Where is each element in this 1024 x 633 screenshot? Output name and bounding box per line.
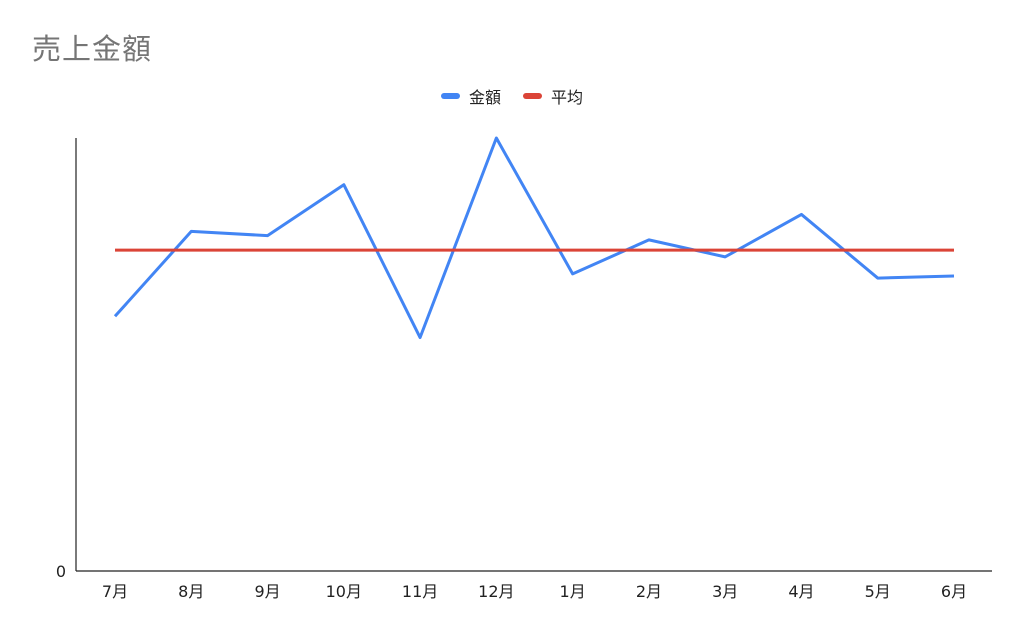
series-line-0[interactable] [113,136,955,340]
legend-item-average[interactable]: 平均 [523,84,583,108]
legend-swatch-average [523,93,542,99]
x-tick-label-6: 1月 [560,582,586,601]
x-tick-label-2: 9月 [254,582,280,601]
legend-label-average: 平均 [551,88,584,107]
x-tick-label-10: 5月 [865,582,891,601]
x-tick-label-4: 11月 [402,582,438,601]
y-tick-label-0: 0 [56,562,66,581]
x-tick-label-8: 3月 [712,582,738,601]
x-tick-labels: 7月 8月 9月 10月 11月 12月 1月 2月 3月 4月 5月 6月 [102,582,967,601]
x-tick-label-1: 8月 [178,582,204,601]
x-tick-label-11: 6月 [941,582,967,601]
legend-item-amount[interactable]: 金額 [440,84,501,108]
chart-legend: 金額 平均 [0,84,1024,108]
series-layer [113,136,955,340]
x-tick-label-5: 12月 [478,582,514,601]
x-tick-label-7: 2月 [636,582,662,601]
x-tick-label-9: 4月 [788,582,814,601]
x-tick-label-3: 10月 [326,582,362,601]
chart-title: 売上金額 [32,32,153,66]
x-tick-label-0: 7月 [102,582,128,601]
legend-label-amount: 金額 [468,88,501,107]
legend-swatch-amount [440,93,460,99]
